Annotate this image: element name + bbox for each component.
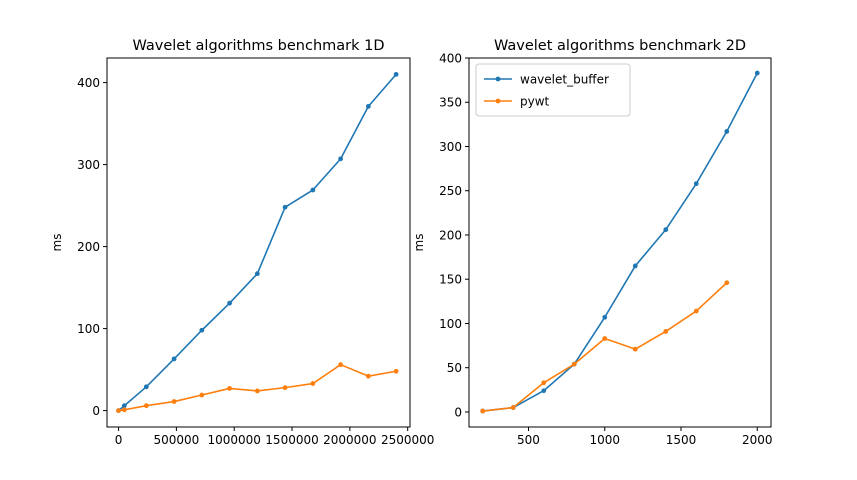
chart-2d-y-tick-label: 200: [439, 228, 462, 242]
chart-1d-series-0-point: [282, 204, 288, 210]
chart-1d-series-0-point: [338, 156, 344, 162]
chart-1d-series-0-point: [310, 187, 316, 193]
chart-2d-series-1-point: [510, 405, 516, 410]
chart-2d-series-1-point: [693, 308, 699, 314]
chart-2d-series-0-point: [602, 314, 608, 320]
chart-2d-legend-label: pywt: [520, 95, 550, 109]
chart-1d-series-0-point: [143, 384, 149, 390]
chart-1d-series-1-point: [143, 403, 149, 409]
chart-1d-y-axis-label: ms: [50, 234, 64, 252]
chart-1d-series-0-line: [118, 73, 397, 412]
chart-2d-series-0-point: [724, 129, 730, 134]
chart-1d-panel: Wavelet algorithms benchmark 1D ms 0 500000…: [50, 38, 434, 447]
chart-1d-x-tick-label: 1500000: [265, 433, 318, 447]
chart-2d-series-1-point: [602, 336, 608, 341]
chart-1d-series-0-point: [199, 327, 205, 333]
chart-2d-x-tick-label: 1500: [666, 433, 697, 447]
chart-1d-title: Wavelet algorithms benchmark 1D: [132, 38, 384, 54]
chart-1d-y-tick-label: 200: [77, 240, 100, 254]
chart-1d-series-1-point: [282, 385, 288, 391]
chart-1d-series-1-point: [365, 373, 371, 379]
chart-2d-x-tick-label: 1000: [589, 433, 620, 447]
chart-1d-y-tick-label: 100: [77, 322, 100, 336]
chart-2d-series-1-point: [541, 380, 547, 386]
chart-2d-x-tick-label: 2000: [742, 433, 773, 447]
chart-1d-series-1-point: [199, 392, 205, 398]
chart-1d-x-tick-label: 2000000: [323, 433, 376, 447]
chart-1d-series-1-point: [227, 386, 232, 391]
chart-2d-y-tick-label: 0: [454, 405, 462, 419]
chart-2d-series-0-point: [754, 70, 760, 76]
chart-2d-y-tick-label: 100: [439, 317, 462, 331]
chart-2d-y-axis-label: ms: [412, 234, 426, 252]
chart-1d-series-0-point: [171, 356, 177, 362]
chart-2d-title: Wavelet algorithms benchmark 2D: [494, 38, 746, 54]
chart-1d-series-1-point: [171, 399, 177, 404]
chart-2d-y-tick-label: 250: [439, 184, 462, 198]
chart-2d-series-0-line: [482, 72, 758, 412]
chart-1d-series-1-point: [121, 407, 127, 413]
chart-2d-y-tick-label: 350: [439, 96, 462, 110]
chart-2d-series-0-point: [693, 181, 699, 187]
chart-1d-series-0-point: [254, 271, 260, 277]
chart-1d-y-tick-label: 0: [92, 404, 100, 418]
chart-2d-legend-box: [475, 63, 631, 117]
chart-2d-x-tick-label: 500: [517, 433, 540, 447]
chart-1d-series-0-point: [393, 72, 399, 77]
chart-2d-legend-label: wavelet_buffer: [520, 73, 609, 87]
chart-2d-y-tick-label: 150: [439, 273, 462, 287]
chart-1d-x-tick-label: 1000000: [207, 433, 260, 447]
chart-1d-series-0-point: [121, 403, 127, 409]
chart-1d-series-1-point: [393, 368, 399, 374]
chart-1d-series-1-point: [338, 362, 344, 368]
chart-2d-y-tick-label: 400: [439, 52, 462, 66]
chart-2d-series-1-point: [632, 346, 638, 352]
chart-1d-series-1-point: [310, 381, 316, 386]
chart-1d-axes-frame: [106, 57, 411, 428]
chart-2d-series-1-point: [480, 408, 486, 414]
chart-2d-axes-frame: [468, 57, 772, 428]
chart-1d-series-1-point: [254, 388, 260, 394]
chart-1d-x-tick-label: 500000: [153, 433, 199, 447]
chart-2d-y-tick-label: 50: [447, 361, 462, 375]
chart-2d-series-1-point: [724, 280, 730, 286]
chart-2d-series-1-point: [663, 329, 669, 334]
chart-1d-series-1-line: [118, 363, 397, 412]
chart-2d-series-1-point: [571, 361, 577, 367]
chart-1d-y-tick-label: 300: [77, 158, 100, 172]
chart-2d-series-0-point: [632, 263, 638, 269]
chart-1d-x-tick-label: 2500000: [381, 433, 434, 447]
chart-2d-legend-marker: [495, 76, 501, 82]
chart-1d-x-tick-label: 0: [115, 433, 123, 447]
chart-1d-y-tick-label: 400: [77, 76, 100, 90]
chart-1d-series-1-point: [116, 408, 121, 413]
chart-2d-y-tick-label: 300: [439, 140, 462, 154]
chart-2d-series-0-point: [663, 227, 669, 233]
chart-2d-series-0-point: [541, 388, 547, 394]
chart-1d-series-0-point: [227, 300, 232, 306]
chart-1d-series-0-point: [365, 103, 371, 109]
chart-2d-legend-marker: [495, 98, 501, 104]
